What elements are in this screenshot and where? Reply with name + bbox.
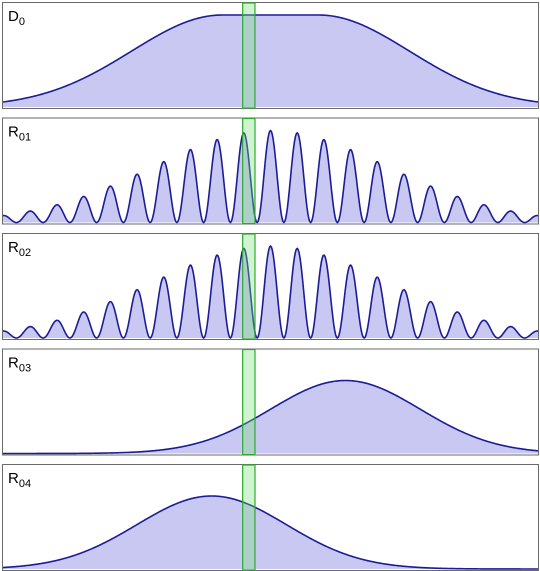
curve-area bbox=[3, 380, 538, 454]
highlight-band bbox=[242, 348, 256, 456]
panel-label: R02 bbox=[8, 239, 31, 259]
curve-line bbox=[2, 129, 539, 224]
curve-line bbox=[3, 379, 539, 455]
highlight-band bbox=[242, 233, 256, 340]
panel-r01: R01 bbox=[2, 117, 539, 225]
curve-area bbox=[3, 15, 538, 107]
panel-r02: R02 bbox=[2, 233, 539, 340]
panel-label: D0 bbox=[8, 8, 25, 28]
highlight-band bbox=[242, 464, 256, 571]
panel-r03: R03 bbox=[2, 348, 539, 456]
curve-line bbox=[2, 14, 539, 103]
panel-r04: R04 bbox=[2, 464, 539, 571]
panel-label: R01 bbox=[8, 124, 31, 144]
panel-label: R04 bbox=[8, 470, 31, 490]
panel-d0: D0 bbox=[2, 2, 539, 109]
curve-area bbox=[3, 246, 538, 338]
curve-line bbox=[2, 495, 538, 570]
curve-line bbox=[2, 245, 539, 339]
highlight-band bbox=[242, 2, 256, 109]
panel-label: R03 bbox=[8, 355, 31, 375]
curve-area bbox=[3, 130, 538, 223]
curve-area bbox=[3, 496, 538, 569]
highlight-band bbox=[242, 117, 256, 225]
